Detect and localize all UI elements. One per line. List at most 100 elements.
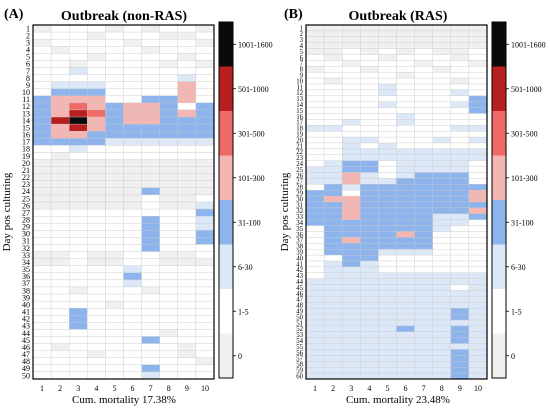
panel-b-xtick-label: 6 (404, 384, 408, 393)
panel-a-cell (50, 244, 70, 252)
panel-b-cell (342, 95, 361, 102)
panel-b-cell (396, 278, 415, 285)
panel-a-cell (50, 138, 70, 146)
panel-b-cell (468, 201, 488, 209)
panel-a-cell (105, 53, 124, 61)
panel-b-cell (414, 66, 433, 73)
panel-b-cell (305, 302, 325, 309)
panel-a-cell (123, 88, 142, 96)
panel-a-cell (141, 138, 160, 146)
colorbar-b-label: 101-300 (511, 174, 538, 183)
panel-b-cell (414, 343, 433, 350)
panel-a-cell (105, 123, 124, 132)
panel-b-cell (323, 77, 343, 85)
panel-a-ytick-label: 20 (22, 159, 30, 168)
panel-a-cell (159, 180, 178, 189)
panel-b-cell (378, 36, 397, 43)
panel-b-cell (468, 278, 488, 285)
panel-b-cell (432, 331, 451, 338)
panel-b-cell (468, 260, 488, 268)
panel-a-cell (105, 187, 124, 196)
panel-a-cell (123, 201, 142, 210)
panel-a-cell (195, 237, 215, 245)
panel-b-cell (305, 136, 325, 144)
panel-b-cell (323, 249, 343, 256)
colorbar-a-label: 101-300 (238, 174, 265, 183)
panel-b-cell (396, 48, 415, 55)
panel-a-cell (50, 187, 70, 196)
panel-a-ytick-label: 37 (22, 279, 30, 288)
panel-a-cell (105, 24, 124, 33)
panel-b-cell (360, 237, 379, 244)
panel-a-cell (50, 357, 70, 366)
panel-a-cell (87, 180, 106, 189)
panel-b-cell (396, 272, 415, 279)
panel-b-cell (414, 225, 433, 232)
panel-b-cell (450, 361, 470, 368)
heatmap-panel-b: 1234567891011121314151617181920212223242… (296, 24, 488, 393)
panel-a-cell (50, 95, 70, 104)
panel-a-cell (69, 67, 88, 75)
panel-a-cell (177, 336, 197, 344)
panel-a-cell (105, 152, 124, 160)
panel-a-cell (87, 293, 106, 302)
panel-b-cell (342, 213, 361, 220)
panel-a-cell (123, 364, 142, 373)
panel-a-cell (141, 24, 160, 33)
panel-b-cell (468, 349, 488, 356)
panel-a-cell (50, 31, 70, 40)
panel-a-cell (195, 194, 215, 203)
panel-b-cell (468, 172, 488, 179)
panel-b-cell (323, 190, 343, 197)
panel-b-cell (468, 195, 488, 203)
panel-a-cell (123, 343, 142, 351)
panel-a-cell (87, 286, 106, 295)
panel-a-cell (50, 286, 70, 295)
panel-a-cell (177, 180, 197, 189)
panel-b-cell (450, 319, 470, 327)
panel-a-cell (32, 322, 52, 330)
panel-a-cell (141, 187, 160, 196)
panel-b-ytick-label: 59 (296, 368, 303, 375)
panel-a-cell (69, 74, 88, 82)
panel-a-ytick-label: 9 (26, 81, 30, 90)
panel-b-cell (450, 355, 470, 362)
panel-a-cell (141, 286, 160, 295)
panel-a-cell (177, 315, 197, 323)
panel-a-cell (123, 38, 142, 47)
panel-b-ytick-label: 32 (296, 208, 303, 215)
panel-b-cell (360, 296, 379, 303)
panel-a-cell (159, 336, 178, 344)
panel-a-cell (195, 24, 215, 33)
panel-b-cell (468, 107, 488, 114)
panel-a-cell (87, 81, 106, 89)
panel-b-cell (342, 243, 361, 250)
panel-b-cell (305, 254, 325, 262)
colorbar-b-frame (491, 21, 507, 379)
panel-a-cell (123, 265, 142, 273)
panel-b-cell (360, 60, 379, 67)
panel-a-cell (195, 201, 215, 210)
panel-b-cell (323, 302, 343, 309)
panel-b-cell (450, 166, 470, 173)
panel-a-title: Outbreak (non-RAS) (61, 9, 187, 24)
panel-b-cell (468, 219, 488, 226)
panel-b-cell (450, 54, 470, 61)
panel-b-cell (414, 113, 433, 120)
panel-b-cell (378, 107, 397, 114)
panel-b-cell (323, 136, 343, 144)
panel-b-cell (305, 201, 325, 209)
panel-a-cell (87, 38, 106, 47)
panel-b-cell (342, 343, 361, 350)
panel-b-cell (305, 77, 325, 85)
panel-b-cell (323, 337, 343, 344)
panel-b-cell (342, 66, 361, 73)
panel-b-cell (396, 113, 415, 120)
panel-b-cell (323, 184, 343, 191)
panel-b-cell (468, 83, 488, 91)
panel-a-cell (50, 38, 70, 47)
panel-a-cell (105, 329, 124, 337)
panel-b-cell (378, 131, 397, 138)
panel-a-cell (50, 24, 70, 33)
panel-a-cell (87, 67, 106, 75)
